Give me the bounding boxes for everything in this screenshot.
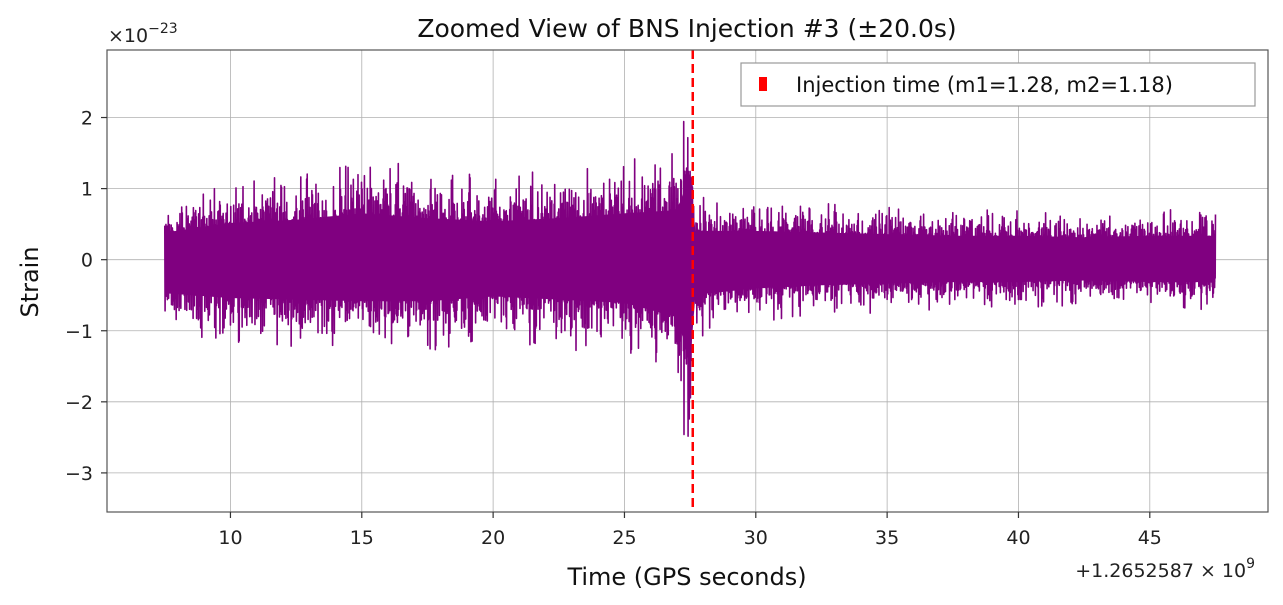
legend-label: Injection time (m1=1.28, m2=1.18) xyxy=(796,73,1173,97)
y-tick-label: 0 xyxy=(81,250,93,272)
x-tick-label: 35 xyxy=(875,527,899,549)
x-tick-label: 15 xyxy=(350,527,374,549)
y-tick-label: 1 xyxy=(81,179,93,201)
strain-series-line xyxy=(163,120,1217,437)
x-tick-label: 10 xyxy=(218,527,242,549)
x-axis-label: Time (GPS seconds) xyxy=(566,563,806,591)
plot-area xyxy=(163,50,1217,512)
x-tick-label: 30 xyxy=(744,527,768,549)
legend-box xyxy=(740,62,1256,107)
x-tick-label: 25 xyxy=(612,527,636,549)
x-tick-label: 45 xyxy=(1138,527,1162,549)
y-tick-label: 2 xyxy=(81,108,93,130)
y-axis-label: Strain xyxy=(16,246,44,317)
y-scale-label: ×10−23 xyxy=(108,21,178,47)
x-tick-label: 40 xyxy=(1006,527,1030,549)
legend: Injection time (m1=1.28, m2=1.18) xyxy=(740,62,1256,107)
y-tick-label: −3 xyxy=(65,463,93,485)
axes-frame xyxy=(106,49,1269,513)
chart-title: Zoomed View of BNS Injection #3 (±20.0s) xyxy=(417,14,956,43)
y-tick-label: −2 xyxy=(65,392,93,414)
axes: 10 15 20 25 30 35 40 45 −3 −2 −1 0 1 2 xyxy=(65,49,1269,549)
x-offset-label: +1.2652587 × 109 xyxy=(1075,556,1255,582)
x-tick-label: 20 xyxy=(481,527,505,549)
legend-swatch xyxy=(759,77,767,91)
y-tick-label: −1 xyxy=(65,321,93,343)
